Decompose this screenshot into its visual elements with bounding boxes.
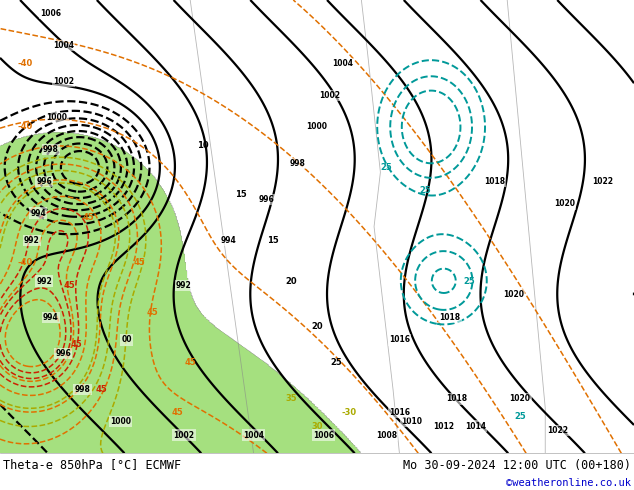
Text: 1016: 1016 bbox=[389, 336, 410, 344]
Text: 1000: 1000 bbox=[110, 417, 131, 426]
Text: 996: 996 bbox=[37, 177, 52, 186]
Text: 1006: 1006 bbox=[40, 9, 61, 18]
Text: 992: 992 bbox=[37, 276, 52, 286]
Text: 998: 998 bbox=[42, 145, 59, 154]
Text: Theta-e 850hPa [°C] ECMWF: Theta-e 850hPa [°C] ECMWF bbox=[3, 459, 181, 471]
Text: 10: 10 bbox=[197, 141, 209, 149]
Text: 35: 35 bbox=[286, 394, 297, 403]
Text: 1022: 1022 bbox=[547, 426, 569, 435]
Text: 45: 45 bbox=[96, 385, 107, 394]
Text: 45: 45 bbox=[146, 308, 158, 317]
Text: 992: 992 bbox=[176, 281, 191, 290]
Text: Mo 30-09-2024 12:00 UTC (00+180): Mo 30-09-2024 12:00 UTC (00+180) bbox=[403, 459, 631, 471]
Text: 45: 45 bbox=[172, 408, 183, 417]
Text: 1014: 1014 bbox=[465, 421, 486, 431]
Text: 994: 994 bbox=[221, 236, 236, 245]
Text: 25: 25 bbox=[330, 358, 342, 367]
Text: 25: 25 bbox=[419, 186, 430, 195]
Text: 1020: 1020 bbox=[553, 199, 575, 208]
Text: 996: 996 bbox=[56, 349, 71, 358]
Text: 45: 45 bbox=[70, 340, 82, 349]
Text: -40: -40 bbox=[18, 59, 33, 68]
Text: 1016: 1016 bbox=[389, 408, 410, 417]
Text: 1020: 1020 bbox=[503, 290, 524, 299]
Text: 1002: 1002 bbox=[173, 431, 195, 440]
Text: 1008: 1008 bbox=[376, 431, 398, 440]
Text: 1010: 1010 bbox=[401, 417, 423, 426]
Text: 15: 15 bbox=[235, 191, 247, 199]
Text: ©weatheronline.co.uk: ©weatheronline.co.uk bbox=[506, 478, 631, 489]
Text: 996: 996 bbox=[259, 195, 274, 204]
Text: 45: 45 bbox=[184, 358, 196, 367]
Text: 25: 25 bbox=[514, 413, 526, 421]
Text: 998: 998 bbox=[290, 159, 306, 168]
Text: 1000: 1000 bbox=[306, 122, 328, 131]
Text: 1004: 1004 bbox=[53, 41, 74, 50]
Text: 45: 45 bbox=[64, 281, 75, 290]
Text: 00: 00 bbox=[122, 336, 132, 344]
Text: 25: 25 bbox=[381, 163, 392, 172]
Text: 1006: 1006 bbox=[313, 431, 334, 440]
Text: 20: 20 bbox=[286, 276, 297, 286]
Text: 45: 45 bbox=[134, 258, 145, 268]
Text: 25: 25 bbox=[463, 276, 475, 286]
Text: 992: 992 bbox=[24, 236, 39, 245]
Text: 1018: 1018 bbox=[484, 177, 505, 186]
Text: -40: -40 bbox=[18, 122, 33, 131]
Text: 20: 20 bbox=[311, 322, 323, 331]
Text: 994: 994 bbox=[43, 313, 58, 322]
Text: 1002: 1002 bbox=[53, 77, 74, 86]
Text: 1000: 1000 bbox=[46, 113, 68, 122]
Text: 1002: 1002 bbox=[319, 91, 340, 99]
Text: 1018: 1018 bbox=[446, 394, 467, 403]
Text: -40: -40 bbox=[18, 258, 33, 268]
Text: 1004: 1004 bbox=[332, 59, 353, 68]
Text: 994: 994 bbox=[30, 209, 46, 218]
Text: 1022: 1022 bbox=[592, 177, 613, 186]
Text: 1018: 1018 bbox=[439, 313, 461, 322]
Text: 15: 15 bbox=[267, 236, 278, 245]
Text: 1020: 1020 bbox=[509, 394, 531, 403]
Text: 1012: 1012 bbox=[433, 421, 455, 431]
Text: 1004: 1004 bbox=[243, 431, 264, 440]
Text: -30: -30 bbox=[341, 408, 356, 417]
Text: 998: 998 bbox=[74, 385, 91, 394]
Text: 45: 45 bbox=[83, 213, 94, 222]
Text: 30: 30 bbox=[311, 421, 323, 431]
